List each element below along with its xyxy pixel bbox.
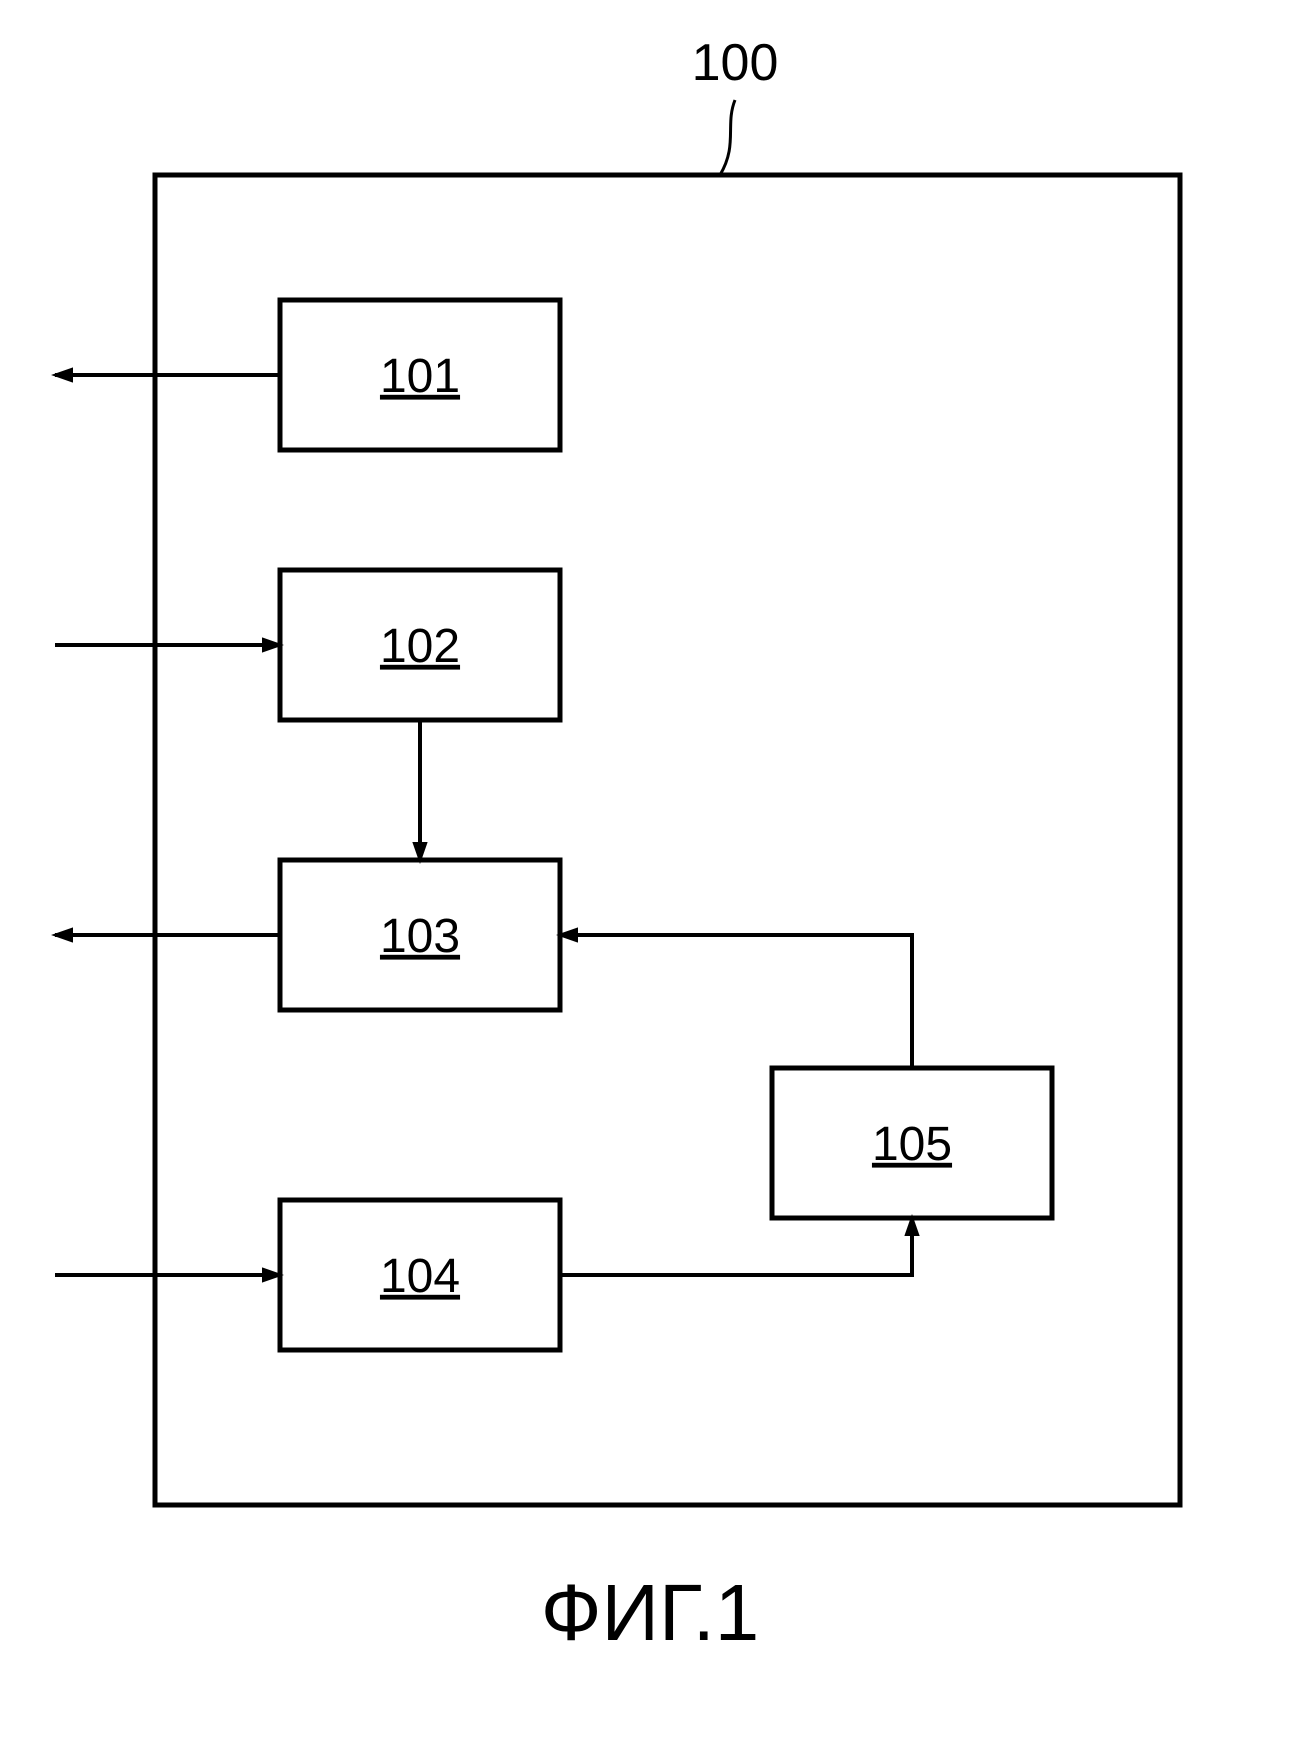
node-label-105: 105	[872, 1118, 952, 1171]
figure-label: ФИГ.1	[541, 1568, 760, 1657]
block-diagram: 100 101 102 103 104 105 ФИГ.1	[0, 0, 1302, 1751]
diagram-svg: 100 101 102 103 104 105 ФИГ.1	[0, 0, 1302, 1751]
leader-line	[720, 100, 735, 175]
outer-label: 100	[692, 34, 779, 92]
outer-box	[155, 175, 1180, 1505]
node-label-102: 102	[380, 620, 460, 673]
arrow-a-104-105	[560, 1218, 912, 1275]
node-label-103: 103	[380, 910, 460, 963]
node-label-101: 101	[380, 350, 460, 403]
arrow-a-105-103	[560, 935, 912, 1068]
node-label-104: 104	[380, 1250, 460, 1303]
